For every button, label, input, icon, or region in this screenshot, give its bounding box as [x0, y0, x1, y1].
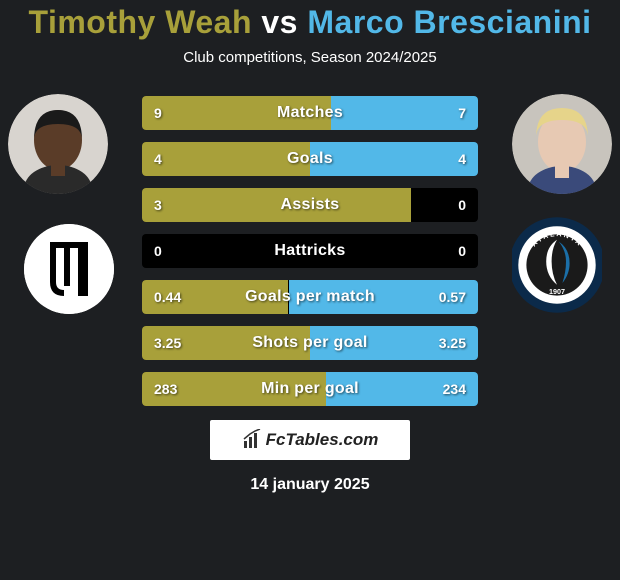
bar-row: 3.253.25Shots per goal [142, 326, 478, 360]
bar-label: Shots per goal [142, 326, 478, 360]
chart-icon [242, 429, 264, 451]
title-vs: vs [261, 4, 298, 40]
atalanta-badge-icon: 1907 ATALANTA [512, 215, 602, 315]
svg-text:1907: 1907 [549, 287, 565, 296]
content: 1907 ATALANTA 97Matches 44Goals 30Assists 0… [0, 94, 620, 406]
player1-face-icon [8, 94, 108, 194]
bar-row: 283234Min per goal [142, 372, 478, 406]
bar-label: Hattricks [142, 234, 478, 268]
bar-row: 97Matches [142, 96, 478, 130]
bar-label: Min per goal [142, 372, 478, 406]
juventus-badge-icon [24, 224, 114, 314]
bar-label: Matches [142, 96, 478, 130]
bar-label: Goals [142, 142, 478, 176]
logo-text-fc: Fc [266, 430, 286, 449]
logo-text: FcTables.com [266, 430, 379, 450]
player1-club-badge [24, 224, 114, 314]
page-title: Timothy Weah vs Marco Brescianini [0, 0, 620, 41]
logo-text-rest: Tables.com [285, 430, 378, 449]
title-player2: Marco Brescianini [307, 4, 591, 40]
bar-label: Assists [142, 188, 478, 222]
player1-avatar [8, 94, 108, 194]
comparison-bars: 97Matches 44Goals 30Assists 00Hattricks 0.44… [142, 94, 478, 406]
fctables-logo: FcTables.com [210, 420, 410, 460]
bar-row: 0.440.57Goals per match [142, 280, 478, 314]
date-label: 14 january 2025 [0, 476, 620, 494]
player2-face-icon [512, 94, 612, 194]
player2-club-badge: 1907 ATALANTA [512, 220, 602, 310]
bar-label: Goals per match [142, 280, 478, 314]
bar-row: 30Assists [142, 188, 478, 222]
title-player1: Timothy Weah [28, 4, 252, 40]
bar-row: 00Hattricks [142, 234, 478, 268]
bar-row: 44Goals [142, 142, 478, 176]
subtitle: Club competitions, Season 2024/2025 [0, 49, 620, 66]
player2-avatar [512, 94, 612, 194]
